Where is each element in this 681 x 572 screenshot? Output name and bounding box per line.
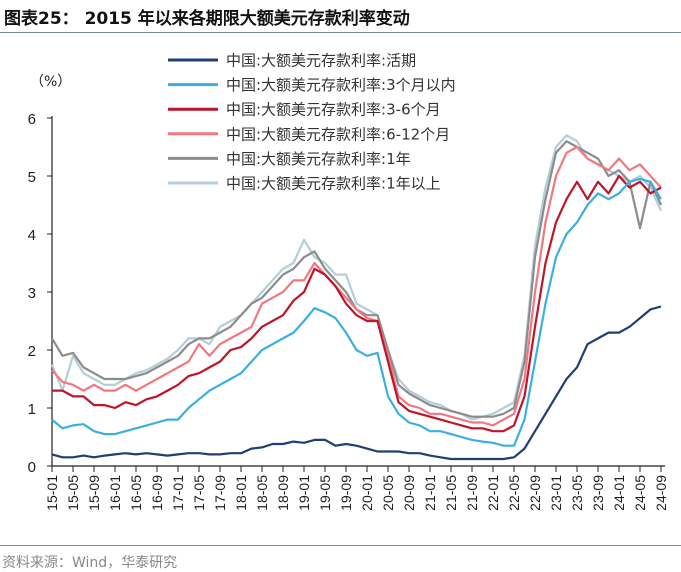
line-chart: （%） 0 1 2 3 4 5 6 15-01 15-05 15-09 16-01 16-05 16-0… [28,52,669,511]
x-tick-label: 22-05 [506,475,522,511]
x-tick-label: 23-09 [590,475,606,511]
x-tick-label: 18-01 [233,475,249,511]
source-divider [0,545,681,546]
legend-item: 中国:大额美元存款利率:1年以上 [168,175,441,193]
x-tick-label: 17-01 [170,475,186,511]
x-tick-label: 20-09 [401,475,417,511]
x-tick-label: 15-01 [44,475,60,511]
y-tick-label: 3 [28,285,36,302]
x-tick-label: 23-05 [569,475,585,511]
legend-label: 中国:大额美元存款利率:1年以上 [226,175,441,193]
x-tick-label: 18-05 [254,475,270,511]
x-tick-label: 23-01 [548,475,564,511]
y-tick-label: 0 [28,459,36,476]
x-tick-label: 21-05 [443,475,459,511]
x-tick-label: 24-05 [632,475,648,511]
y-tick-label: 5 [28,169,36,186]
x-tick-label: 16-05 [128,475,144,511]
x-tick-label: 21-09 [464,475,480,511]
y-tick-label: 1 [28,401,36,418]
legend-label: 中国:大额美元存款利率:3-6个月 [226,101,441,119]
legend-label: 中国:大额美元存款利率:活期 [226,52,416,70]
x-tick-label: 24-09 [653,475,669,511]
x-tick-label: 15-09 [86,475,102,511]
y-tick-label: 2 [28,343,36,360]
title-divider [0,32,681,33]
legend-label: 中国:大额美元存款利率:3个月以内 [226,76,456,94]
series-line-5 [50,134,663,421]
x-tick-label: 22-09 [527,475,543,511]
series-line-1 [51,177,662,447]
legend-label: 中国:大额美元存款利率:6-12个月 [226,125,450,143]
x-tick-label: 21-01 [422,475,438,511]
x-tick-label: 17-09 [212,475,228,511]
x-tick-label: 24-01 [611,475,627,511]
legend-label: 中国:大额美元存款利率:1年 [226,150,411,168]
series-line-2 [52,174,662,433]
series-line-3 [51,145,662,427]
legend: 中国:大额美元存款利率:活期中国:大额美元存款利率:3个月以内中国:大额美元存款… [168,52,456,193]
x-tick-label: 16-09 [149,475,165,511]
x-tick-label: 18-09 [275,475,291,511]
x-tick-label: 19-05 [317,475,333,511]
y-tick-label: 6 [28,111,36,128]
y-axis-unit-label: （%） [30,74,71,90]
legend-item: 中国:大额美元存款利率:6-12个月 [168,125,450,143]
series-line-0 [51,305,662,461]
x-tick-label: 16-01 [107,475,123,511]
x-tick-label: 19-09 [338,475,354,511]
x-tick-label: 15-05 [65,475,81,511]
legend-item: 中国:大额美元存款利率:3-6个月 [168,101,441,119]
x-tick-label: 17-05 [191,475,207,511]
source-note: 资料来源：Wind，华泰研究 [2,555,178,571]
x-tick-label: 19-01 [296,475,312,511]
legend-item: 中国:大额美元存款利率:3个月以内 [168,76,456,94]
x-tick-label: 20-01 [359,475,375,511]
legend-item: 中国:大额美元存款利率:活期 [168,52,416,70]
chart-title: 图表25： 2015 年以来各期限大额美元存款利率变动 [4,9,410,29]
x-tick-label: 20-05 [380,475,396,511]
y-tick-label: 4 [28,227,36,244]
legend-item: 中国:大额美元存款利率:1年 [168,150,411,168]
x-tick-label: 22-01 [485,475,501,511]
